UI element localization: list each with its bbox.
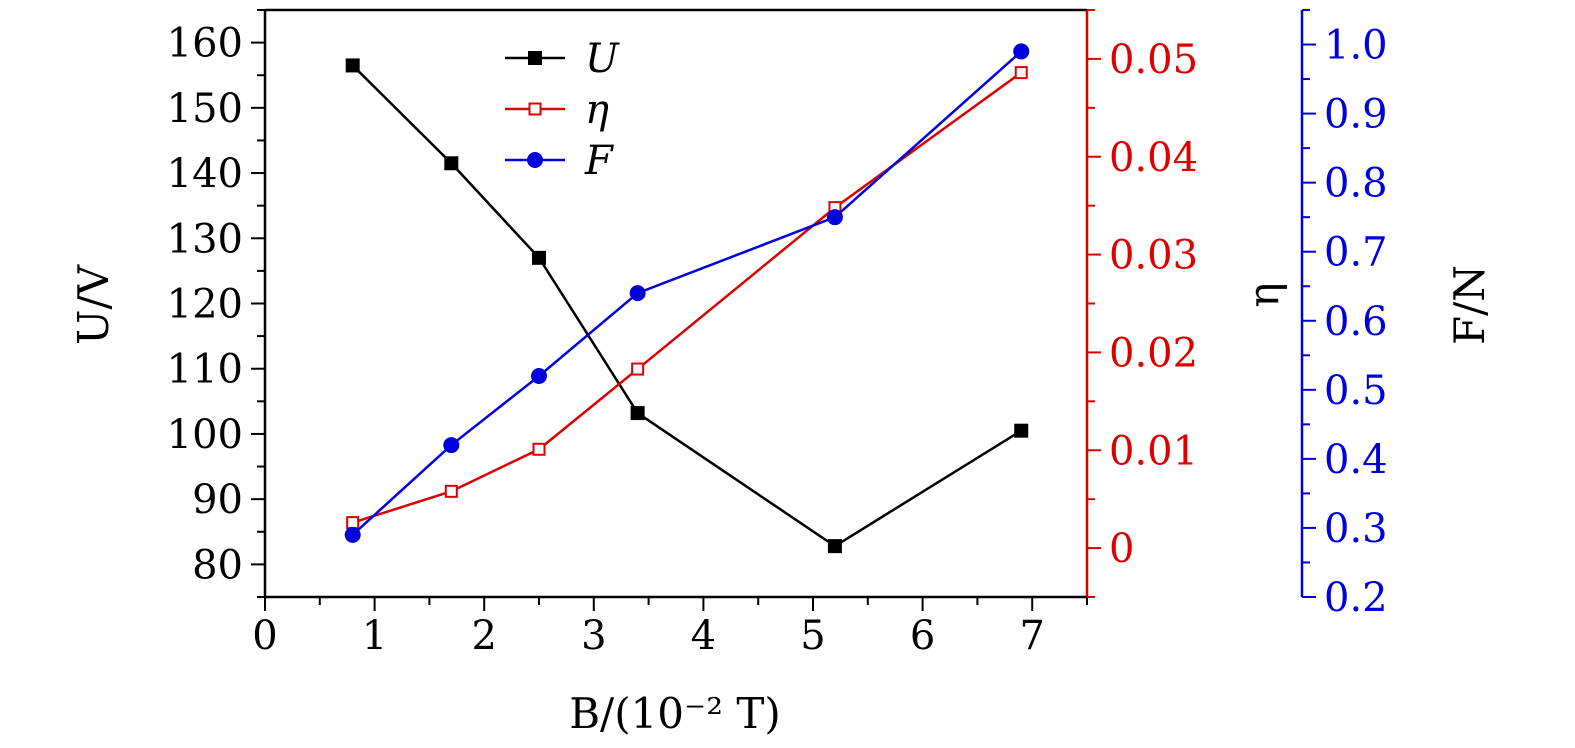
f-y-tick-label: 0.9 — [1324, 92, 1388, 138]
left-y-tick-label: 90 — [192, 477, 243, 523]
x-tick-label: 7 — [1019, 613, 1044, 659]
f-y-tick-label: 0.2 — [1324, 575, 1388, 621]
eta-y-tick-label: 0.03 — [1109, 233, 1198, 279]
series-eta-point — [346, 516, 360, 530]
eta-y-tick-label: 0.04 — [1109, 135, 1198, 181]
right-y-axis-eta: 0 0.01 0.02 0.03 0.04 0.05 — [1087, 9, 1198, 598]
f-axis-title: F/N — [1445, 265, 1494, 345]
series-u-point — [630, 406, 645, 421]
legend-label-f: F — [584, 138, 614, 184]
series-layer — [344, 43, 1030, 554]
x-axis: 0 1 2 3 4 5 6 7 — [252, 597, 1088, 659]
x-tick-label: 2 — [471, 613, 496, 659]
series-u-point — [1014, 423, 1029, 438]
series-f-point — [443, 437, 460, 454]
series-u-point — [532, 250, 546, 265]
eta-y-tick-label: 0 — [1109, 526, 1134, 572]
left-y-tick-label: 100 — [167, 412, 243, 458]
x-axis-title: B/(10⁻² T) — [569, 689, 781, 738]
eta-axis-title: η — [1239, 282, 1288, 307]
left-y-axis: 80 90 100 110 120 130 140 150 160 — [167, 9, 265, 598]
series-u — [345, 58, 1029, 554]
series-f-point — [1013, 43, 1030, 60]
series-f-point — [531, 368, 547, 385]
f-y-tick-label: 0.4 — [1324, 437, 1388, 483]
series-eta-point — [444, 484, 458, 498]
left-y-tick-label: 130 — [167, 216, 243, 262]
series-f-point — [344, 526, 361, 543]
series-eta-point — [631, 362, 645, 376]
left-y-tick-label: 160 — [167, 21, 243, 67]
legend-label-u: U — [585, 36, 620, 82]
x-tick-label: 5 — [800, 613, 825, 659]
f-y-tick-label: 0.7 — [1324, 230, 1388, 276]
x-tick-label: 0 — [252, 613, 277, 659]
series-f — [344, 43, 1030, 543]
left-y-tick-label: 80 — [192, 542, 243, 588]
f-y-tick-label: 0.8 — [1324, 161, 1388, 207]
series-u-point — [345, 58, 360, 73]
series-f-point — [826, 209, 843, 226]
eta-y-tick-label: 0.05 — [1109, 37, 1198, 83]
series-eta-line — [352, 71, 1022, 524]
legend: UηF — [505, 36, 620, 184]
series-eta-point — [532, 442, 546, 456]
series-u-point — [827, 539, 842, 554]
series-u-point — [444, 156, 459, 171]
f-y-tick-label: 0.6 — [1324, 299, 1388, 345]
left-y-tick-label: 120 — [167, 282, 243, 328]
series-f-line — [351, 50, 1023, 536]
legend-label-eta: η — [585, 87, 609, 133]
legend-marker-eta — [528, 102, 542, 116]
left-y-tick-label: 110 — [167, 347, 243, 393]
x-tick-label: 1 — [362, 613, 387, 659]
f-y-tick-label: 0.5 — [1324, 368, 1388, 414]
plot-frame — [263, 8, 1304, 599]
left-y-tick-label: 150 — [167, 86, 243, 132]
x-tick-label: 3 — [581, 613, 606, 659]
right-y-axis-f: 0.2 0.3 0.4 0.5 0.6 0.7 0.8 0.9 1.0 — [1302, 9, 1388, 621]
eta-y-tick-label: 0.02 — [1109, 330, 1198, 376]
x-tick-label: 6 — [910, 613, 935, 659]
left-y-tick-label: 140 — [167, 151, 243, 197]
series-u-line — [351, 64, 1022, 548]
f-y-tick-label: 0.3 — [1324, 506, 1388, 552]
left-y-axis-title: U/V — [69, 264, 118, 345]
legend-marker-u — [528, 51, 542, 65]
series-f-point — [629, 285, 646, 302]
f-y-tick-label: 1.0 — [1324, 23, 1388, 69]
legend-marker-f — [527, 152, 543, 168]
series-eta — [346, 66, 1028, 530]
series-eta-point — [1014, 66, 1028, 80]
eta-y-tick-label: 0.01 — [1109, 428, 1198, 474]
x-tick-label: 4 — [691, 613, 716, 659]
